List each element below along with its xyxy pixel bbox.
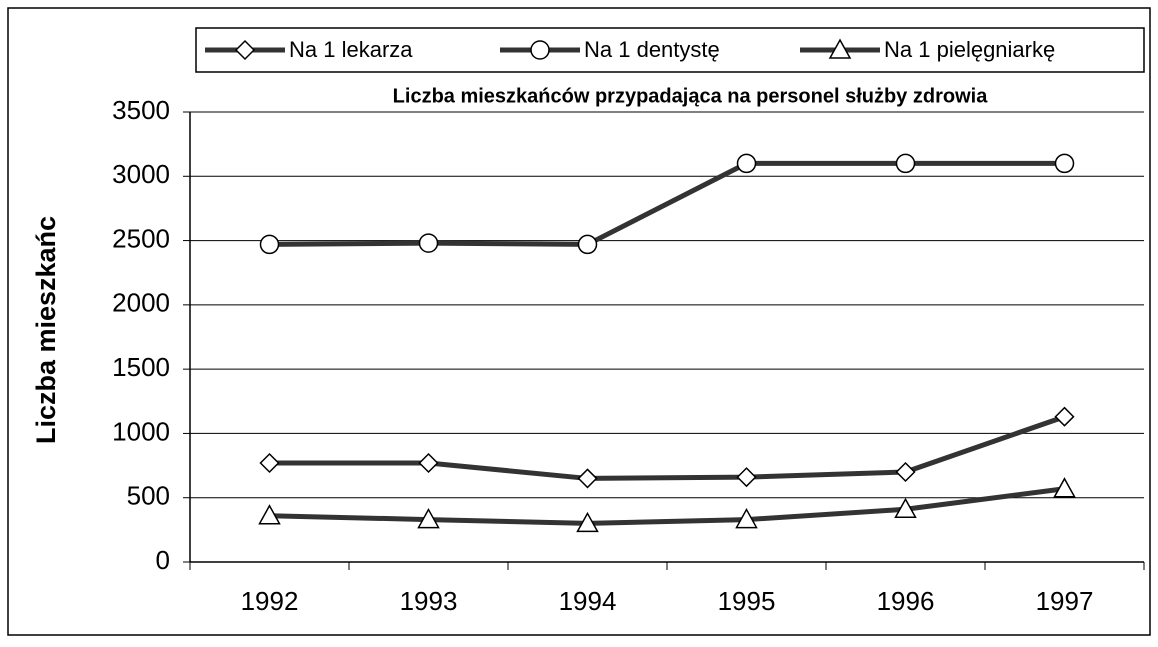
marker [895, 153, 916, 174]
marker [577, 234, 598, 255]
marker [259, 452, 280, 474]
series-line [269, 414, 1066, 481]
marker [1054, 153, 1075, 174]
y-tick-label: 2500 [112, 223, 170, 253]
marker [1054, 406, 1075, 427]
series-line [269, 486, 1065, 526]
y-axis-label: Liczba mieszkańc [31, 216, 61, 444]
y-tick-label: 1500 [112, 352, 170, 382]
marker [736, 153, 757, 174]
series-line [269, 160, 1065, 247]
x-tick-label: 1995 [718, 586, 776, 616]
legend-marker [234, 39, 256, 61]
marker [1053, 477, 1076, 498]
legend-marker [828, 38, 852, 59]
x-tick-label: 1992 [241, 586, 299, 616]
marker [259, 234, 280, 255]
marker [895, 461, 916, 483]
y-tick-label: 500 [127, 481, 170, 511]
marker [894, 497, 917, 519]
marker [736, 467, 757, 488]
marker [418, 452, 439, 474]
y-tick-label: 0 [156, 545, 170, 575]
legend-label: Na 1 pielęgniarkę [884, 37, 1055, 62]
marker [576, 511, 599, 533]
legend-label: Na 1 lekarza [289, 37, 413, 62]
legend-label: Na 1 dentystę [584, 37, 720, 62]
y-tick-label: 3000 [112, 159, 170, 189]
marker [258, 504, 281, 525]
y-tick-label: 2000 [112, 288, 170, 318]
y-tick-label: 3500 [112, 95, 170, 125]
marker [577, 468, 598, 489]
marker [417, 508, 440, 529]
y-tick-label: 1000 [112, 416, 170, 446]
legend-box [195, 27, 1145, 73]
legend-marker [530, 40, 550, 60]
marker [418, 233, 439, 253]
x-tick-label: 1996 [877, 586, 935, 616]
x-tick-label: 1993 [400, 586, 458, 616]
x-tick-label: 1994 [559, 586, 617, 616]
marker [735, 508, 758, 529]
chart-title: Liczba mieszkańców przypadająca na perso… [393, 85, 989, 107]
x-tick-label: 1997 [1036, 586, 1094, 616]
